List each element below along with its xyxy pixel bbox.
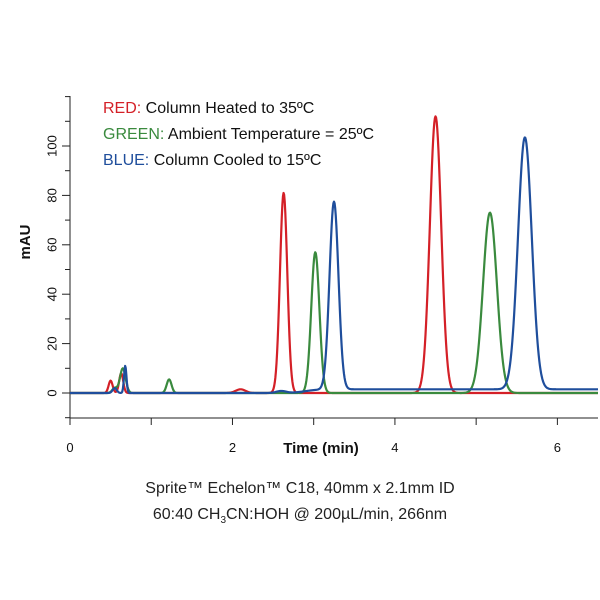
y-tick-label: 0 (45, 389, 60, 396)
legend-entry-key: GREEN: (103, 126, 164, 143)
legend-entry-key: BLUE: (103, 152, 149, 169)
legend-entry-text: Ambient Temperature = 25ºC (164, 126, 374, 143)
y-tick-label: 60 (45, 238, 60, 252)
axes: 0 20 40 60 80 100 0 2 4 6 Time (min) mAU (17, 96, 598, 457)
x-tick-label: 2 (229, 440, 236, 455)
y-tick-label: 100 (45, 135, 60, 157)
chromatogram-chart: 0 20 40 60 80 100 0 2 4 6 Time (min) mAU RED: Colum… (17, 96, 599, 457)
legend-entry: GREEN: Ambient Temperature = 25ºC (103, 126, 374, 143)
caption-conditions: 60:40 CH3CN:HOH @ 200µL/min, 266nm (0, 506, 600, 526)
x-axis-title: Time (min) (283, 440, 359, 457)
y-tick-label: 80 (45, 188, 60, 202)
x-tick-label: 6 (554, 440, 561, 455)
legend-entry-key: RED: (103, 100, 141, 117)
caption-conditions-pre: 60:40 CH (152, 506, 221, 523)
x-tick-label: 4 (391, 440, 398, 455)
legend-entry: RED: Column Heated to 35ºC (103, 100, 314, 117)
series-layer (69, 115, 599, 395)
x-tick-label: 0 (66, 440, 73, 455)
series-blue-line (69, 136, 599, 395)
caption-column-info: Sprite™ Echelon™ C18, 40mm x 2.1mm ID (145, 480, 455, 497)
caption-conditions-sub: 3 (220, 515, 227, 527)
caption-conditions-post: CN:HOH @ 200µL/min, 266nm (226, 506, 448, 523)
y-axis-title: mAU (17, 224, 34, 259)
y-tick-label: 20 (45, 336, 60, 350)
legend-entry-text: Column Heated to 35ºC (141, 100, 314, 117)
legend: RED: Column Heated to 35ºC GREEN: Ambient… (103, 100, 374, 169)
legend-entry: BLUE: Column Cooled to 15ºC (103, 152, 321, 169)
y-tick-label: 40 (45, 287, 60, 301)
legend-entry-text: Column Cooled to 15ºC (149, 152, 321, 169)
